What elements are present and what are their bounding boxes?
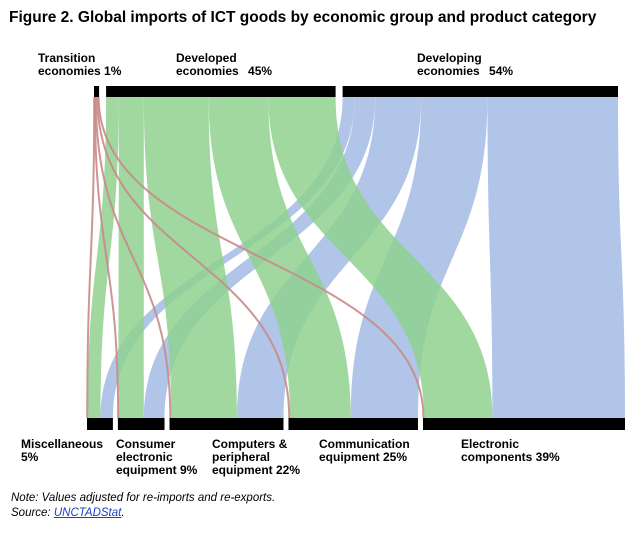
bar-target-misc — [87, 418, 113, 430]
source-label-group: economies — [417, 64, 480, 78]
target-label-line3: equipment 22% — [212, 463, 301, 477]
note-text: Note: Values adjusted for re-imports and… — [11, 492, 276, 504]
target-label-line1: Miscellaneous — [21, 437, 104, 451]
target-label-consumer: Consumer electronic equipment 9% — [116, 438, 197, 477]
flow-transition-to-computers — [94, 96, 172, 419]
bar-target-computers — [169, 418, 284, 430]
flow-transition-to-consumer — [93, 96, 120, 419]
source-label-group: economies — [38, 64, 101, 78]
source-suffix: . — [121, 507, 125, 519]
target-label-line1: Computers & — [212, 437, 288, 451]
bar-target-communication — [288, 418, 418, 430]
target-label-line2: equipment 25% — [319, 450, 408, 464]
target-label-line2: peripheral — [212, 450, 271, 464]
source-label-share: 1% — [100, 64, 122, 78]
source-label-line2: economies 45% — [176, 65, 272, 78]
source-label-line1: Transition — [38, 51, 96, 65]
source-label-line2: economies 54% — [417, 65, 513, 78]
target-label-line3: equipment 9% — [116, 463, 198, 477]
target-label-line1: Consumer — [116, 437, 176, 451]
flow-developed-to-misc — [87, 97, 119, 418]
target-label-computers: Computers & peripheral equipment 22% — [212, 438, 300, 477]
node-bars-layer — [87, 86, 625, 430]
flow-developing-to-misc — [100, 97, 355, 418]
flows-layer — [86, 96, 625, 419]
source-line: Source: UNCTADStat. — [11, 507, 125, 519]
target-label-line2: 5% — [21, 450, 39, 464]
target-label-line1: Communication — [319, 437, 410, 451]
target-label-line2: components 39% — [461, 450, 560, 464]
flow-developing-to-communication — [350, 97, 488, 418]
source-label-share: 45% — [244, 64, 273, 78]
flow-transition-to-misc — [86, 96, 96, 419]
target-label-line2: electronic — [116, 450, 173, 464]
source-prefix: Source: — [11, 507, 54, 519]
bar-source-developed — [106, 86, 336, 97]
flow-developed-to-communication — [208, 97, 351, 418]
chart-title: Figure 2. Global imports of ICT goods by… — [9, 9, 597, 26]
flow-developed-to-consumer — [118, 97, 144, 418]
flow-developing-to-electronic — [487, 97, 625, 418]
source-label-transition: Transition economies 1% — [38, 52, 121, 78]
target-label-line1: Electronic — [461, 437, 520, 451]
bar-source-developing — [342, 86, 618, 97]
flow-developed-to-electronic — [268, 97, 493, 418]
source-label-developed: Developed economies 45% — [176, 52, 272, 78]
bar-target-electronic — [422, 418, 625, 430]
flow-transition-to-electronic — [97, 96, 425, 419]
source-label-line1: Developed — [176, 51, 237, 65]
bar-target-consumer — [117, 418, 165, 430]
bar-source-transition — [94, 86, 100, 97]
source-label-developing: Developing economies 54% — [417, 52, 513, 78]
source-label-line1: Developing — [417, 51, 482, 65]
source-label-group: economies — [176, 64, 239, 78]
source-link[interactable]: UNCTADStat — [53, 507, 122, 519]
target-label-misc: Miscellaneous 5% — [21, 438, 103, 464]
target-label-electronic: Electronic components 39% — [461, 438, 560, 464]
target-label-communication: Communication equipment 25% — [319, 438, 410, 464]
source-label-share: 54% — [485, 64, 514, 78]
source-label-line2: economies 1% — [38, 65, 121, 78]
flow-developed-to-computers — [143, 97, 237, 418]
flow-transition-to-communication — [96, 96, 291, 419]
